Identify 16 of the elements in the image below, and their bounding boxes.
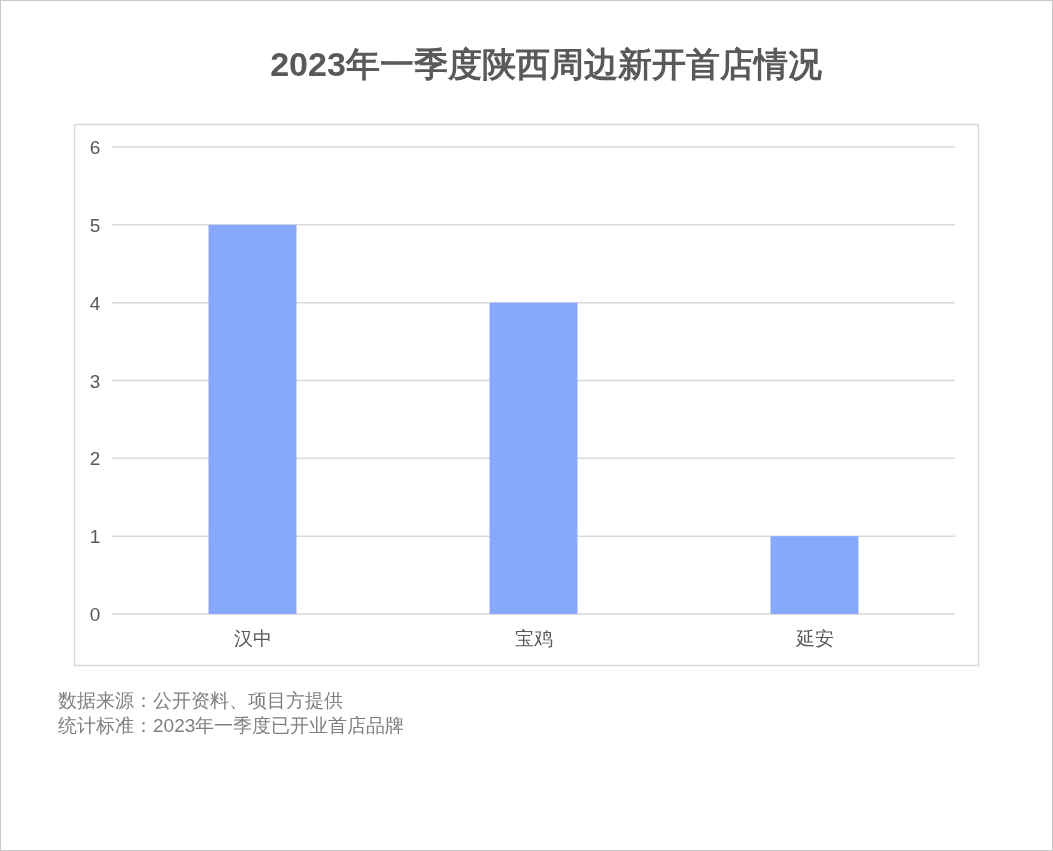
y-tick-label: 3 [89,370,101,392]
y-tick-label: 5 [89,214,101,236]
x-tick-label: 延安 [794,628,834,649]
y-tick-label: 2 [89,448,101,470]
y-tick-label: 6 [89,137,101,158]
y-tick-label: 0 [89,604,101,625]
x-tick-label: 汉中 [233,628,272,649]
y-tick-label: 4 [89,292,101,314]
x-tick-label: 宝鸡 [514,628,553,649]
chart-title: 2023年一季度陕西周边新开首店情况 [270,45,823,83]
bar [208,224,297,614]
bar [770,536,859,614]
source-note: 数据来源：公开资料、项目方提供 [58,690,343,711]
y-tick-label: 1 [89,526,101,548]
bar [489,302,578,614]
text: 统计标准：2023年一季度已开业首店品牌 [58,715,405,736]
